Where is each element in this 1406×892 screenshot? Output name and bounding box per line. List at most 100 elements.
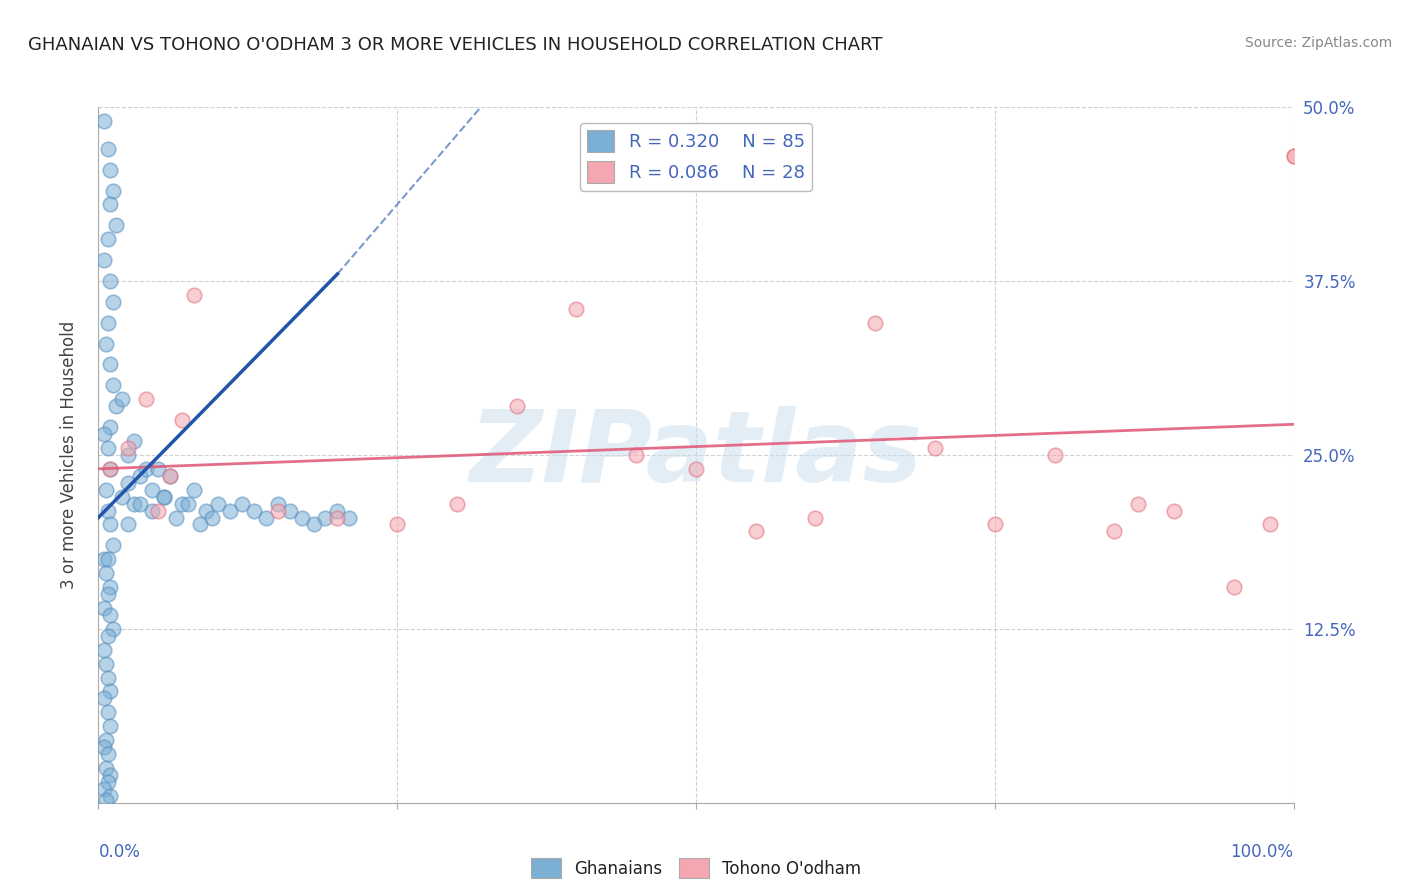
Point <box>97 503 120 517</box>
Point <box>93 642 115 657</box>
Point <box>111 392 134 407</box>
Point <box>446 497 468 511</box>
Point <box>326 510 349 524</box>
Point <box>117 475 139 490</box>
Point <box>93 740 115 755</box>
Point <box>105 219 128 233</box>
Legend: Ghanaians, Tohono O'odham: Ghanaians, Tohono O'odham <box>524 851 868 885</box>
Point <box>865 316 887 330</box>
Point <box>165 510 187 524</box>
Point <box>98 420 122 434</box>
Y-axis label: 3 or more Vehicles in Household: 3 or more Vehicles in Household <box>59 321 77 589</box>
Point <box>98 684 122 698</box>
Point <box>385 517 409 532</box>
Point <box>98 358 122 372</box>
Point <box>626 448 648 462</box>
Point <box>1223 580 1246 594</box>
Point <box>135 392 157 407</box>
Point <box>93 427 115 442</box>
Point <box>183 483 205 497</box>
Point <box>97 552 120 566</box>
Point <box>97 706 120 720</box>
Point <box>159 468 181 483</box>
Point <box>101 294 124 309</box>
Point <box>291 510 314 524</box>
Point <box>94 761 117 775</box>
Point <box>97 316 120 330</box>
Point <box>117 441 139 455</box>
Point <box>117 517 139 532</box>
Point <box>97 629 120 643</box>
Point <box>129 468 152 483</box>
Point <box>219 503 242 517</box>
Point <box>243 503 266 517</box>
Point <box>159 468 181 483</box>
Point <box>506 399 529 413</box>
Point <box>326 503 349 517</box>
Point <box>207 497 229 511</box>
Point <box>93 253 115 268</box>
Point <box>278 503 301 517</box>
Point <box>1043 448 1066 462</box>
Point <box>94 483 117 497</box>
Point <box>98 719 122 733</box>
Point <box>97 671 120 685</box>
Text: ZIPatlas: ZIPatlas <box>470 407 922 503</box>
Point <box>135 462 157 476</box>
Point <box>94 733 117 747</box>
Text: Source: ZipAtlas.com: Source: ZipAtlas.com <box>1244 36 1392 50</box>
Point <box>1104 524 1126 539</box>
Point <box>93 552 115 566</box>
Point <box>97 747 120 761</box>
Point <box>172 497 194 511</box>
Text: 0.0%: 0.0% <box>98 843 141 861</box>
Point <box>153 490 176 504</box>
Text: GHANAIAN VS TOHONO O'ODHAM 3 OR MORE VEHICLES IN HOUSEHOLD CORRELATION CHART: GHANAIAN VS TOHONO O'ODHAM 3 OR MORE VEH… <box>28 36 883 54</box>
Point <box>97 441 120 455</box>
Point <box>231 497 253 511</box>
Point <box>804 510 827 524</box>
Point <box>97 142 120 156</box>
Point <box>267 497 290 511</box>
Point <box>141 503 163 517</box>
Point <box>177 497 200 511</box>
Text: 100.0%: 100.0% <box>1230 843 1294 861</box>
Point <box>254 510 277 524</box>
Point <box>124 497 146 511</box>
Point <box>97 232 120 246</box>
Point <box>101 538 124 552</box>
Point <box>101 184 124 198</box>
Point <box>98 462 122 476</box>
Point <box>101 622 124 636</box>
Point <box>111 490 134 504</box>
Point <box>984 517 1007 532</box>
Point <box>98 789 122 803</box>
Point <box>153 490 176 504</box>
Point <box>924 441 946 455</box>
Point <box>98 517 122 532</box>
Point <box>685 462 707 476</box>
Point <box>267 503 290 517</box>
Point <box>93 691 115 706</box>
Point <box>129 497 152 511</box>
Point <box>117 448 139 462</box>
Point <box>1258 517 1281 532</box>
Point <box>124 434 146 448</box>
Point <box>565 301 588 316</box>
Point <box>93 601 115 615</box>
Point <box>148 462 170 476</box>
Point <box>315 510 337 524</box>
Point <box>302 517 325 532</box>
Point <box>201 510 224 524</box>
Point <box>97 775 120 789</box>
Point <box>94 566 117 581</box>
Point <box>93 781 115 796</box>
Point <box>183 288 205 302</box>
Point <box>94 657 117 671</box>
Point <box>93 114 115 128</box>
Point <box>98 462 122 476</box>
Point <box>94 793 117 807</box>
Point <box>98 768 122 782</box>
Point <box>339 510 361 524</box>
Point <box>98 607 122 622</box>
